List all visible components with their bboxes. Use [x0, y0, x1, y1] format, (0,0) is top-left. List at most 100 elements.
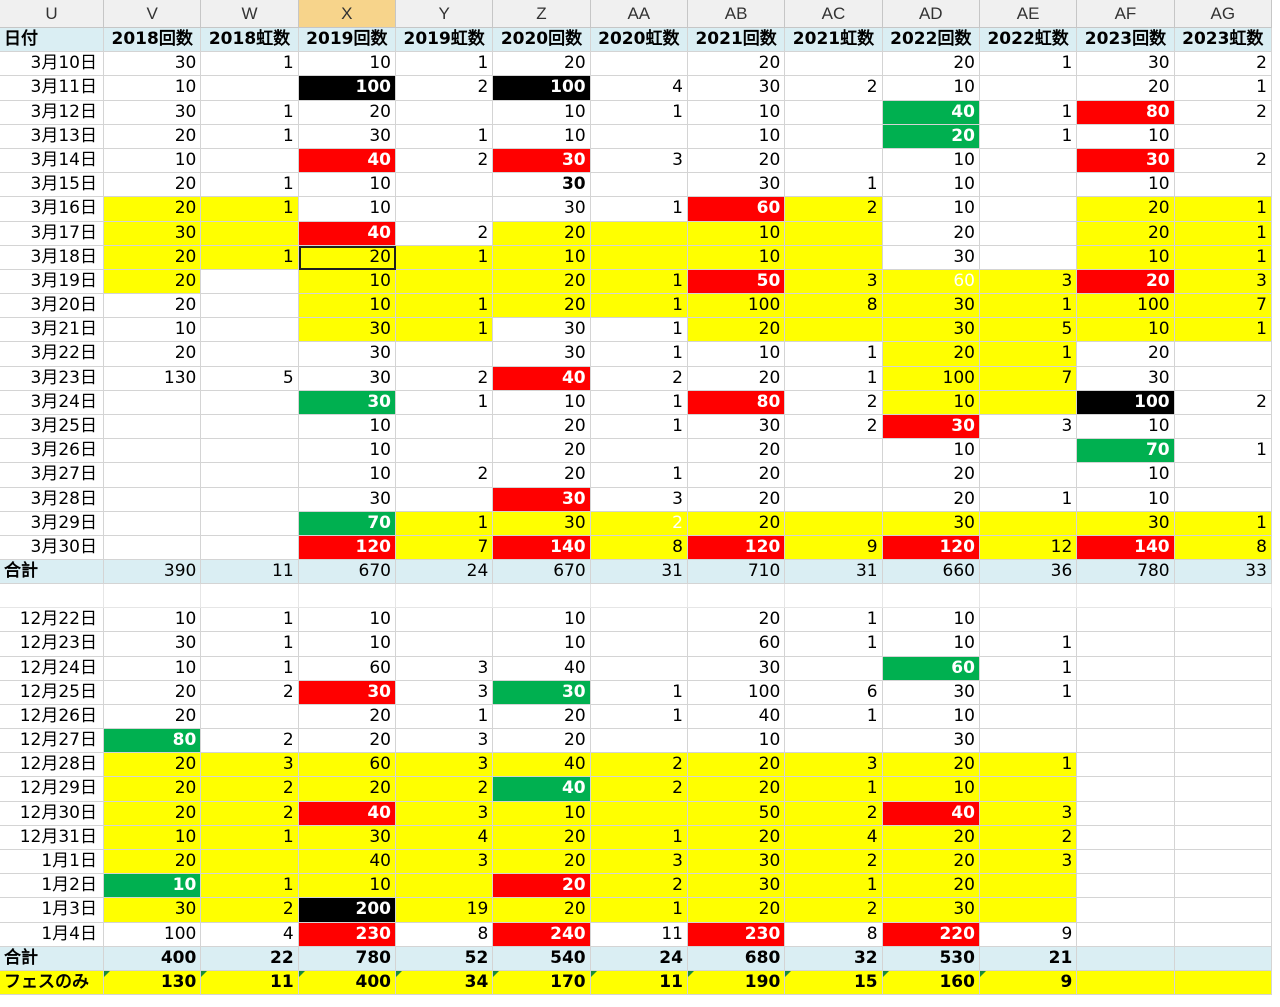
- data-cell[interactable]: 1: [590, 704, 688, 730]
- data-cell[interactable]: 10: [882, 777, 980, 802]
- data-cell[interactable]: 20: [493, 52, 591, 77]
- empty-cell[interactable]: [1077, 583, 1175, 609]
- date-cell[interactable]: 3月23日: [0, 366, 104, 391]
- fes-label[interactable]: フェスのみ: [0, 970, 104, 996]
- data-cell[interactable]: 20: [298, 245, 396, 270]
- data-cell[interactable]: 4: [785, 825, 883, 850]
- data-cell[interactable]: 1: [1174, 76, 1272, 101]
- data-cell[interactable]: [201, 439, 299, 464]
- date-cell[interactable]: 1月2日: [0, 874, 104, 899]
- data-cell[interactable]: 30: [882, 294, 980, 319]
- data-cell[interactable]: 10: [687, 342, 786, 367]
- data-cell[interactable]: 1: [395, 245, 494, 270]
- data-cell[interactable]: 10: [104, 608, 202, 633]
- data-cell[interactable]: 1: [785, 777, 883, 802]
- data-cell[interactable]: 1: [590, 342, 688, 367]
- column-header-w[interactable]: W: [201, 0, 299, 28]
- data-cell[interactable]: [201, 463, 299, 488]
- empty-cell[interactable]: [687, 583, 786, 609]
- data-cell[interactable]: 2: [1174, 52, 1272, 77]
- data-cell[interactable]: 120: [687, 535, 786, 560]
- data-cell[interactable]: 10: [882, 632, 980, 657]
- data-cell[interactable]: [104, 535, 202, 560]
- header-cell[interactable]: 2023回数: [1077, 28, 1175, 53]
- data-cell[interactable]: 12: [979, 535, 1078, 560]
- data-cell[interactable]: [1174, 898, 1272, 923]
- date-cell[interactable]: 3月14日: [0, 148, 104, 174]
- data-cell[interactable]: 20: [882, 487, 980, 512]
- data-cell[interactable]: [1174, 874, 1272, 899]
- data-cell[interactable]: 1: [590, 415, 688, 440]
- data-cell[interactable]: [1077, 632, 1175, 657]
- data-cell[interactable]: 30: [104, 100, 202, 125]
- data-cell[interactable]: 20: [687, 511, 786, 536]
- data-cell[interactable]: 3: [979, 850, 1078, 875]
- fes-cell[interactable]: 11: [201, 970, 299, 996]
- header-cell[interactable]: 2023虹数: [1174, 28, 1272, 53]
- data-cell[interactable]: 30: [687, 850, 786, 875]
- data-cell[interactable]: [590, 245, 688, 270]
- date-cell[interactable]: 1月3日: [0, 898, 104, 923]
- data-cell[interactable]: 2: [590, 874, 688, 899]
- total-label[interactable]: 合計: [0, 559, 104, 584]
- data-cell[interactable]: 2: [1174, 148, 1272, 174]
- data-cell[interactable]: [1077, 825, 1175, 850]
- data-cell[interactable]: 1: [201, 825, 299, 850]
- data-cell[interactable]: [590, 729, 688, 754]
- total-cell[interactable]: 24: [590, 946, 688, 971]
- data-cell[interactable]: 40: [298, 850, 396, 875]
- date-cell[interactable]: 12月31日: [0, 825, 104, 850]
- data-cell[interactable]: 1: [590, 463, 688, 488]
- data-cell[interactable]: 8: [395, 922, 494, 947]
- data-cell[interactable]: 1: [590, 269, 688, 295]
- date-cell[interactable]: 1月4日: [0, 922, 104, 947]
- date-cell[interactable]: 12月30日: [0, 801, 104, 826]
- data-cell[interactable]: 40: [687, 704, 786, 730]
- data-cell[interactable]: 20: [104, 777, 202, 802]
- data-cell[interactable]: 50: [687, 801, 786, 826]
- data-cell[interactable]: [785, 52, 883, 77]
- data-cell[interactable]: 10: [1077, 487, 1175, 512]
- data-cell[interactable]: 1: [201, 173, 299, 198]
- data-cell[interactable]: 20: [493, 729, 591, 754]
- data-cell[interactable]: 3: [979, 801, 1078, 826]
- date-cell[interactable]: 12月24日: [0, 656, 104, 681]
- data-cell[interactable]: 20: [298, 777, 396, 802]
- data-cell[interactable]: [979, 704, 1078, 730]
- data-cell[interactable]: 20: [493, 463, 591, 488]
- data-cell[interactable]: 1: [590, 197, 688, 222]
- data-cell[interactable]: [979, 245, 1078, 270]
- date-cell[interactable]: 3月19日: [0, 269, 104, 295]
- data-cell[interactable]: [201, 269, 299, 295]
- data-cell[interactable]: 20: [882, 463, 980, 488]
- date-cell[interactable]: 3月24日: [0, 390, 104, 415]
- data-cell[interactable]: [395, 269, 494, 295]
- fes-cell[interactable]: 170: [493, 970, 591, 996]
- data-cell[interactable]: 30: [104, 898, 202, 923]
- date-cell[interactable]: 12月27日: [0, 729, 104, 754]
- data-cell[interactable]: [785, 439, 883, 464]
- data-cell[interactable]: 1: [201, 608, 299, 633]
- data-cell[interactable]: [785, 124, 883, 149]
- data-cell[interactable]: 1: [395, 52, 494, 77]
- data-cell[interactable]: 10: [104, 656, 202, 681]
- data-cell[interactable]: 2: [201, 801, 299, 826]
- data-cell[interactable]: 100: [298, 76, 396, 101]
- data-cell[interactable]: 30: [298, 390, 396, 415]
- column-header-z[interactable]: Z: [493, 0, 591, 28]
- data-cell[interactable]: 20: [882, 124, 980, 149]
- data-cell[interactable]: 3: [395, 850, 494, 875]
- data-cell[interactable]: [201, 850, 299, 875]
- data-cell[interactable]: 30: [687, 76, 786, 101]
- data-cell[interactable]: 120: [298, 535, 396, 560]
- data-cell[interactable]: 3: [395, 656, 494, 681]
- empty-cell[interactable]: [1174, 583, 1272, 609]
- data-cell[interactable]: 1: [590, 680, 688, 705]
- fes-cell[interactable]: 15: [785, 970, 883, 996]
- date-cell[interactable]: 12月29日: [0, 777, 104, 802]
- date-cell[interactable]: 3月17日: [0, 221, 104, 246]
- data-cell[interactable]: 1: [979, 100, 1078, 125]
- data-cell[interactable]: 1: [1174, 221, 1272, 246]
- data-cell[interactable]: 2: [201, 729, 299, 754]
- data-cell[interactable]: 10: [493, 245, 591, 270]
